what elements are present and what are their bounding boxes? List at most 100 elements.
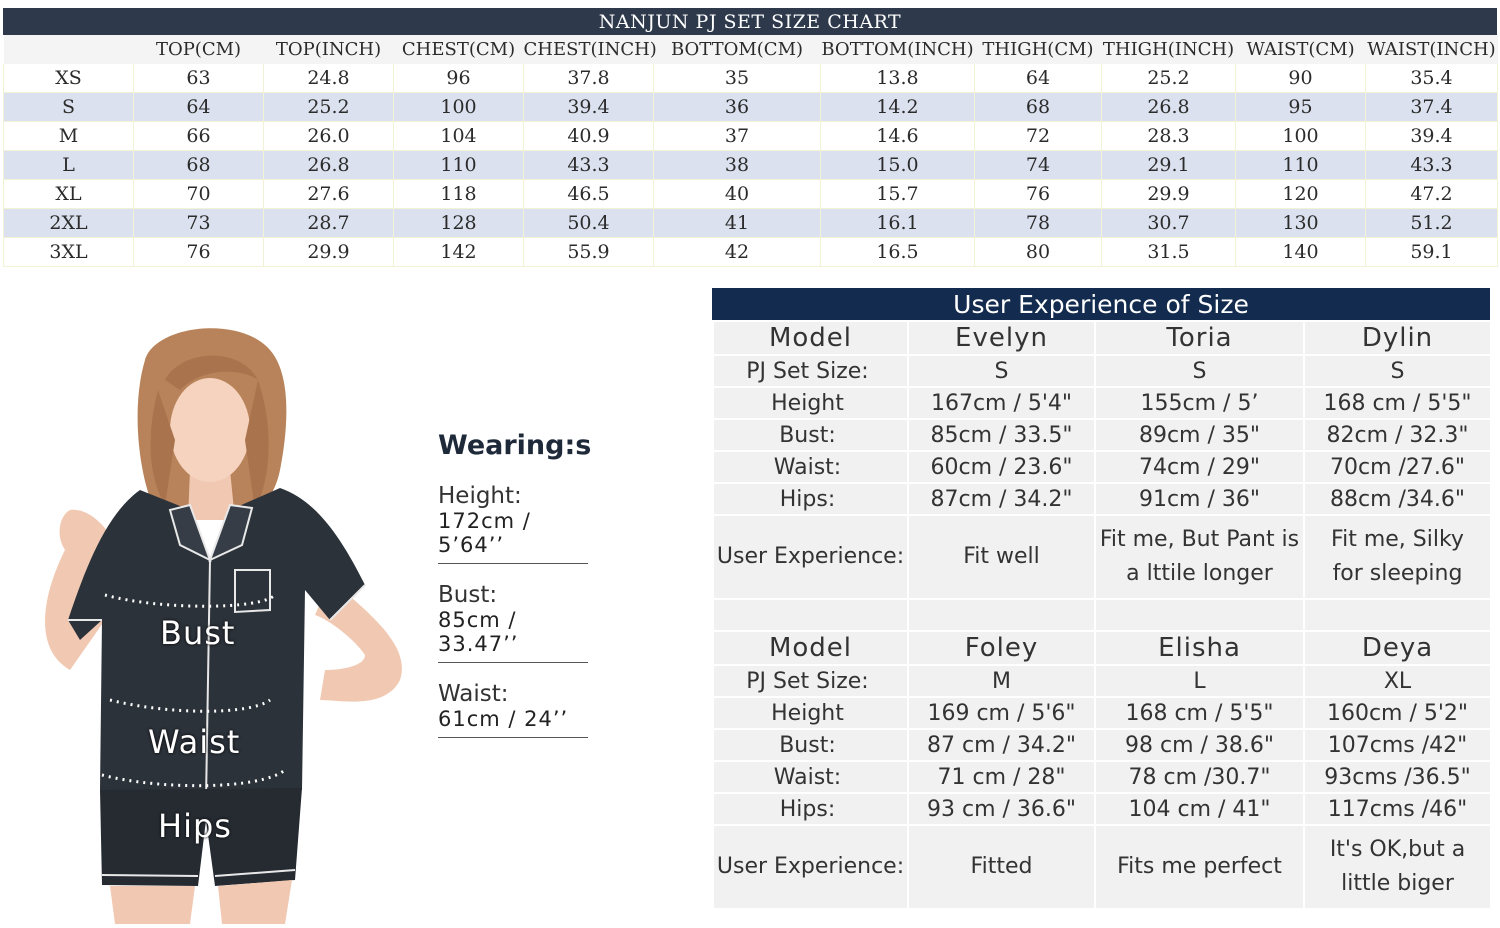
size-label-cell: 3XL <box>3 237 134 267</box>
size-value-cell: 14.6 <box>820 121 975 151</box>
waist-label: Waist <box>148 723 241 761</box>
header-cell: WAIST(CM) <box>1235 35 1366 64</box>
row-value-cell: 160cm / 5'2" <box>1303 696 1492 730</box>
row-value-cell: Foley <box>907 630 1096 666</box>
size-value-cell: 41 <box>653 208 821 238</box>
size-value-cell: 130 <box>1235 208 1366 238</box>
size-value-cell: 16.1 <box>820 208 975 238</box>
size-chart-body: XS 63 24.8 96 37.8 35 13.8 64 25.2 90 35.4 S 64 25.2 1… <box>3 64 1498 267</box>
row-value-cell: 70cm /27.6" <box>1303 450 1492 484</box>
row-value-cell: 74cm / 29" <box>1094 450 1305 484</box>
size-value-cell: 28.7 <box>263 208 394 238</box>
size-value-cell: 80 <box>974 237 1102 267</box>
size-value-cell: 66 <box>133 121 264 151</box>
row-value-cell: 98 cm / 38.6" <box>1094 728 1305 762</box>
size-chart-table: TOP(CM) TOP(INCH) CHEST(CM) CHEST(INCH) … <box>3 35 1498 267</box>
size-value-cell: 39.4 <box>523 92 654 122</box>
row-value-cell: 71 cm / 28" <box>907 760 1096 794</box>
row-value-cell: 117cms /46" <box>1303 792 1492 826</box>
header-cell: THIGH(INCH) <box>1101 35 1236 64</box>
hips-label: Hips <box>158 807 232 845</box>
row-value-cell: 88cm /34.6" <box>1303 482 1492 516</box>
size-value-cell: 47.2 <box>1365 179 1498 209</box>
row-value-cell: Toria <box>1094 320 1305 356</box>
size-value-cell: 95 <box>1235 92 1366 122</box>
row-value-cell: 91cm / 36" <box>1094 482 1305 516</box>
size-value-cell: 25.2 <box>263 92 394 122</box>
size-value-cell: 37.8 <box>523 64 654 93</box>
size-value-cell: 35.4 <box>1365 64 1498 93</box>
size-row: L 68 26.8 110 43.3 38 15.0 74 29.1 110 43.3 <box>3 150 1498 180</box>
size-value-cell: 25.2 <box>1101 64 1236 93</box>
size-value-cell: 29.9 <box>1101 179 1236 209</box>
measurement-row: Bust: 85cm / 33.5" 89cm / 35" 82cm / 32.3" <box>712 418 1492 452</box>
model-photo: Bust Waist Hips <box>30 320 420 924</box>
size-value-cell: 73 <box>133 208 264 238</box>
size-value-cell: 24.8 <box>263 64 394 93</box>
size-value-cell: 40.9 <box>523 121 654 151</box>
row-value-cell: S <box>1303 354 1492 388</box>
measurement-row: Bust: 87 cm / 34.2" 98 cm / 38.6" 107cms /4… <box>712 728 1492 762</box>
size-row: M 66 26.0 104 40.9 37 14.6 72 28.3 100 39.4 <box>3 121 1498 151</box>
wearing-bust-label: Bust: <box>438 582 498 608</box>
size-value-cell: 128 <box>393 208 524 238</box>
experience-text-line: little biger <box>1341 871 1454 896</box>
measurement-row: Height 167cm / 5'4" 155cm / 5’ 168 cm / 5'5… <box>712 386 1492 420</box>
size-value-cell: 15.7 <box>820 179 975 209</box>
size-value-cell: 68 <box>133 150 264 180</box>
size-value-cell: 142 <box>393 237 524 267</box>
header-cell: TOP(CM) <box>133 35 264 64</box>
row-value-cell: Evelyn <box>907 320 1096 356</box>
size-value-cell: 29.1 <box>1101 150 1236 180</box>
size-value-cell: 30.7 <box>1101 208 1236 238</box>
size-label-cell: XS <box>3 64 134 93</box>
row-label-cell: User Experience: <box>712 514 909 600</box>
size-value-cell: 29.9 <box>263 237 394 267</box>
model-name-row: Model Evelyn Toria Dylin <box>712 320 1492 356</box>
user-experience-row: User Experience: Fitted Fits me perfect It'… <box>712 824 1492 910</box>
row-value-cell: M <box>907 664 1096 698</box>
wearing-waist-value: 61cm / 24’’ <box>438 707 588 738</box>
row-value-cell: 107cms /42" <box>1303 728 1492 762</box>
row-label-cell: PJ Set Size: <box>712 664 909 698</box>
size-value-cell: 42 <box>653 237 821 267</box>
size-label-cell: L <box>3 150 134 180</box>
size-value-cell: 43.3 <box>523 150 654 180</box>
user-experience-table: Model Evelyn Toria Dylin PJ Set Size: S S S Heig… <box>712 320 1492 910</box>
size-value-cell: 72 <box>974 121 1102 151</box>
size-label-cell: 2XL <box>3 208 134 238</box>
size-value-cell: 140 <box>1235 237 1366 267</box>
size-chart: NANJUN PJ SET SIZE CHART TOP(CM) TOP(INC… <box>3 8 1498 267</box>
row-value-cell: 87 cm / 34.2" <box>907 728 1096 762</box>
size-value-cell: 35 <box>653 64 821 93</box>
row-label-cell: Model <box>712 630 909 666</box>
experience-text-line: Fit me, Silky <box>1331 527 1464 552</box>
size-value-cell: 38 <box>653 150 821 180</box>
row-value-cell: Deya <box>1303 630 1492 666</box>
header-cell: CHEST(CM) <box>393 35 524 64</box>
row-value-cell: 168 cm / 5'5" <box>1094 696 1305 730</box>
size-label-cell: XL <box>3 179 134 209</box>
wearing-height-label: Height: <box>438 483 522 509</box>
size-value-cell: 110 <box>393 150 524 180</box>
measurement-row: Hips: 93 cm / 36.6" 104 cm / 41" 117cms /46… <box>712 792 1492 826</box>
size-value-cell: 26.8 <box>1101 92 1236 122</box>
row-value-cell: XL <box>1303 664 1492 698</box>
row-value-cell: 155cm / 5’ <box>1094 386 1305 420</box>
wearing-title: Wearing:s <box>438 430 592 461</box>
spacer-cell <box>1303 598 1492 632</box>
size-value-cell: 36 <box>653 92 821 122</box>
experience-text-line: Fits me perfect <box>1117 854 1282 879</box>
size-value-cell: 27.6 <box>263 179 394 209</box>
measurement-row: PJ Set Size: M L XL <box>712 664 1492 698</box>
size-value-cell: 37 <box>653 121 821 151</box>
size-chart-title: NANJUN PJ SET SIZE CHART <box>3 8 1497 35</box>
size-row: XL 70 27.6 118 46.5 40 15.7 76 29.9 120 47.2 <box>3 179 1498 209</box>
wearing-waist-label: Waist: <box>438 681 509 707</box>
size-value-cell: 15.0 <box>820 150 975 180</box>
size-row: S 64 25.2 100 39.4 36 14.2 68 26.8 95 37.4 <box>3 92 1498 122</box>
size-value-cell: 16.5 <box>820 237 975 267</box>
size-value-cell: 51.2 <box>1365 208 1498 238</box>
size-value-cell: 59.1 <box>1365 237 1498 267</box>
size-value-cell: 64 <box>133 92 264 122</box>
